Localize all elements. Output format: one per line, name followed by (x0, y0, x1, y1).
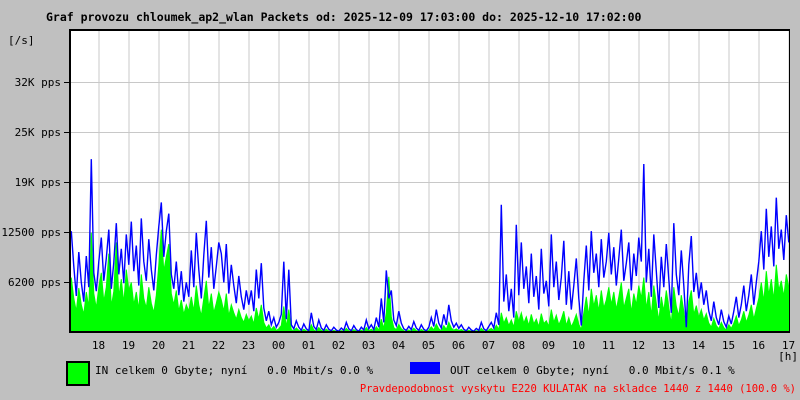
x-tick-label: 20 (151, 339, 166, 352)
x-axis-unit-label: [h] (778, 350, 798, 363)
x-tick-label: 03 (361, 339, 376, 352)
x-tick-label: 17 (781, 339, 796, 352)
legend-out-label: OUT celkem 0 Gbyte; nyní 0.0 Mbit/s 0.1 … (450, 364, 735, 377)
y-tick-label: 25K pps (14, 126, 61, 139)
x-tick-label: 11 (601, 339, 616, 352)
y-axis-unit-label: [/s] (8, 34, 35, 47)
y-tick-label: 32K pps (14, 76, 61, 89)
x-tick-label: 06 (451, 339, 466, 352)
x-tick-label: 21 (181, 339, 196, 352)
stock-availability-note: Pravdepodobnost vyskytu E220 KULATAK na … (359, 383, 796, 395)
out-series-line (70, 159, 790, 333)
y-tick-label: 12500 pps (1, 226, 61, 239)
legend-out-swatch (410, 362, 440, 374)
x-tick-label: 15 (721, 339, 736, 352)
legend-in-swatch (66, 361, 90, 386)
in-series-area (69, 229, 790, 333)
x-tick-label: 16 (751, 339, 766, 352)
x-tick-label: 02 (331, 339, 346, 352)
x-tick-label: 19 (121, 339, 136, 352)
traffic-plot (64, 29, 790, 333)
x-tick-label: 00 (271, 339, 286, 352)
x-tick-label: 05 (421, 339, 436, 352)
x-tick-label: 07 (481, 339, 496, 352)
x-tick-label: 23 (241, 339, 256, 352)
plot-border (69, 29, 790, 333)
y-tick-label: 6200 pps (8, 276, 61, 289)
x-tick-label: 14 (691, 339, 706, 352)
x-tick-label: 10 (571, 339, 586, 352)
x-tick-label: 12 (631, 339, 646, 352)
graph-title: Graf provozu chloumek_ap2_wlan Packets o… (46, 10, 642, 24)
x-tick-label: 08 (511, 339, 526, 352)
x-tick-label: 18 (91, 339, 106, 352)
legend-in-label: IN celkem 0 Gbyte; nyní 0.0 Mbit/s 0.0 % (95, 364, 374, 377)
x-tick-label: 04 (391, 339, 406, 352)
y-tick-label: 19K pps (14, 176, 61, 189)
x-tick-label: 22 (211, 339, 226, 352)
x-tick-label: 01 (301, 339, 316, 352)
x-tick-label: 09 (541, 339, 556, 352)
x-tick-label: 13 (661, 339, 676, 352)
